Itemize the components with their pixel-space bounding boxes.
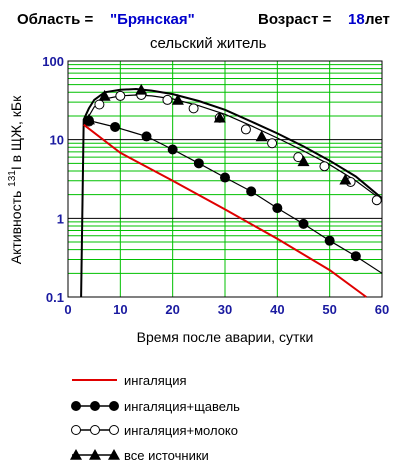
- y-tick-label: 1: [57, 211, 64, 226]
- marker-filled-circle: [220, 172, 230, 183]
- legend-item-1: ингаляция: [72, 373, 187, 388]
- chart-subtitle: сельский житель: [150, 35, 267, 52]
- y-axis-label: Активность 131I в ЩЖ, кБк: [7, 95, 24, 264]
- legend-label: все источники: [124, 448, 209, 463]
- legend-item-4: все источники: [70, 448, 209, 463]
- legend-label: ингаляция+молоко: [124, 423, 238, 438]
- marker-open-circle: [71, 425, 81, 435]
- series-line: [80, 87, 383, 298]
- legend: ингаляция ингаляция+щавель ингаляция+молок…: [70, 373, 240, 463]
- y-tick-label: 10: [50, 133, 64, 148]
- marker-filled-triangle: [297, 155, 310, 167]
- series-3: [80, 89, 383, 298]
- marker-filled-circle: [324, 235, 335, 246]
- marker-open-circle: [109, 425, 119, 435]
- marker-filled-triangle: [135, 83, 148, 95]
- region-label: Область =: [17, 11, 94, 28]
- marker-filled-circle: [298, 218, 309, 229]
- x-tick-label: 60: [375, 302, 389, 317]
- marker-filled-circle: [110, 121, 121, 132]
- marker-filled-triangle: [98, 89, 111, 101]
- marker-filled-circle: [246, 186, 257, 197]
- y-tick-label: 0.1: [46, 290, 64, 305]
- legend-item-2: ингаляция+щавель: [71, 399, 240, 414]
- marker-open-circle: [240, 124, 251, 135]
- marker-open-circle: [371, 195, 382, 206]
- legend-label: ингаляция+щавель: [124, 399, 240, 414]
- x-tick-label: 40: [270, 302, 284, 317]
- marker-filled-circle: [71, 401, 81, 411]
- marker-filled-circle: [350, 251, 361, 262]
- age-value: 18: [348, 11, 365, 28]
- marker-open-circle: [188, 103, 199, 114]
- grid: [68, 61, 382, 297]
- x-tick-label: 10: [113, 302, 127, 317]
- age-unit: лет: [365, 11, 390, 28]
- marker-open-circle: [162, 94, 173, 105]
- x-tick-label: 0: [64, 302, 71, 317]
- series-4: [80, 83, 383, 298]
- marker-filled-triangle: [213, 111, 226, 123]
- marker-filled-circle: [83, 115, 94, 126]
- series-line: [80, 94, 383, 298]
- marker-open-circle: [115, 90, 126, 101]
- marker-open-circle: [94, 99, 105, 110]
- marker-filled-circle: [272, 203, 283, 214]
- y-tick-label: 100: [42, 54, 64, 69]
- marker-filled-circle: [109, 401, 119, 411]
- legend-item-3: ингаляция+молоко: [71, 423, 238, 438]
- x-axis-label: Время после аварии, сутки: [137, 329, 314, 345]
- marker-filled-triangle: [70, 449, 82, 460]
- y-axis-label-suffix: I в ЩЖ, кБк: [8, 95, 24, 170]
- marker-open-circle: [90, 425, 100, 435]
- tick-labels: 0 10 20 30 40 50 60 0.1 1 10 100: [42, 54, 389, 317]
- marker-filled-circle: [141, 131, 152, 142]
- legend-label: ингаляция: [124, 373, 187, 388]
- plot-frame: [67, 60, 383, 298]
- marker-filled-circle: [167, 144, 178, 155]
- marker-filled-triangle: [89, 449, 101, 460]
- marker-filled-triangle: [171, 93, 184, 105]
- marker-open-circle: [319, 161, 330, 172]
- y-axis-label-sup: 131: [7, 170, 18, 187]
- y-axis-label-prefix: Активность: [8, 187, 24, 264]
- age-label: Возраст =: [258, 11, 332, 28]
- series-layer: [80, 83, 383, 298]
- marker-open-circle: [267, 138, 278, 149]
- x-tick-label: 50: [322, 302, 336, 317]
- marker-filled-circle: [90, 401, 100, 411]
- series-1: [83, 123, 367, 298]
- marker-filled-triangle: [108, 449, 120, 460]
- region-value: "Брянская": [110, 11, 195, 28]
- marker-filled-triangle: [255, 130, 268, 142]
- x-tick-label: 30: [218, 302, 232, 317]
- marker-filled-triangle: [339, 173, 352, 185]
- series-line: [83, 123, 367, 298]
- marker-filled-circle: [193, 158, 204, 169]
- x-tick-label: 20: [165, 302, 179, 317]
- series-2: [83, 115, 383, 274]
